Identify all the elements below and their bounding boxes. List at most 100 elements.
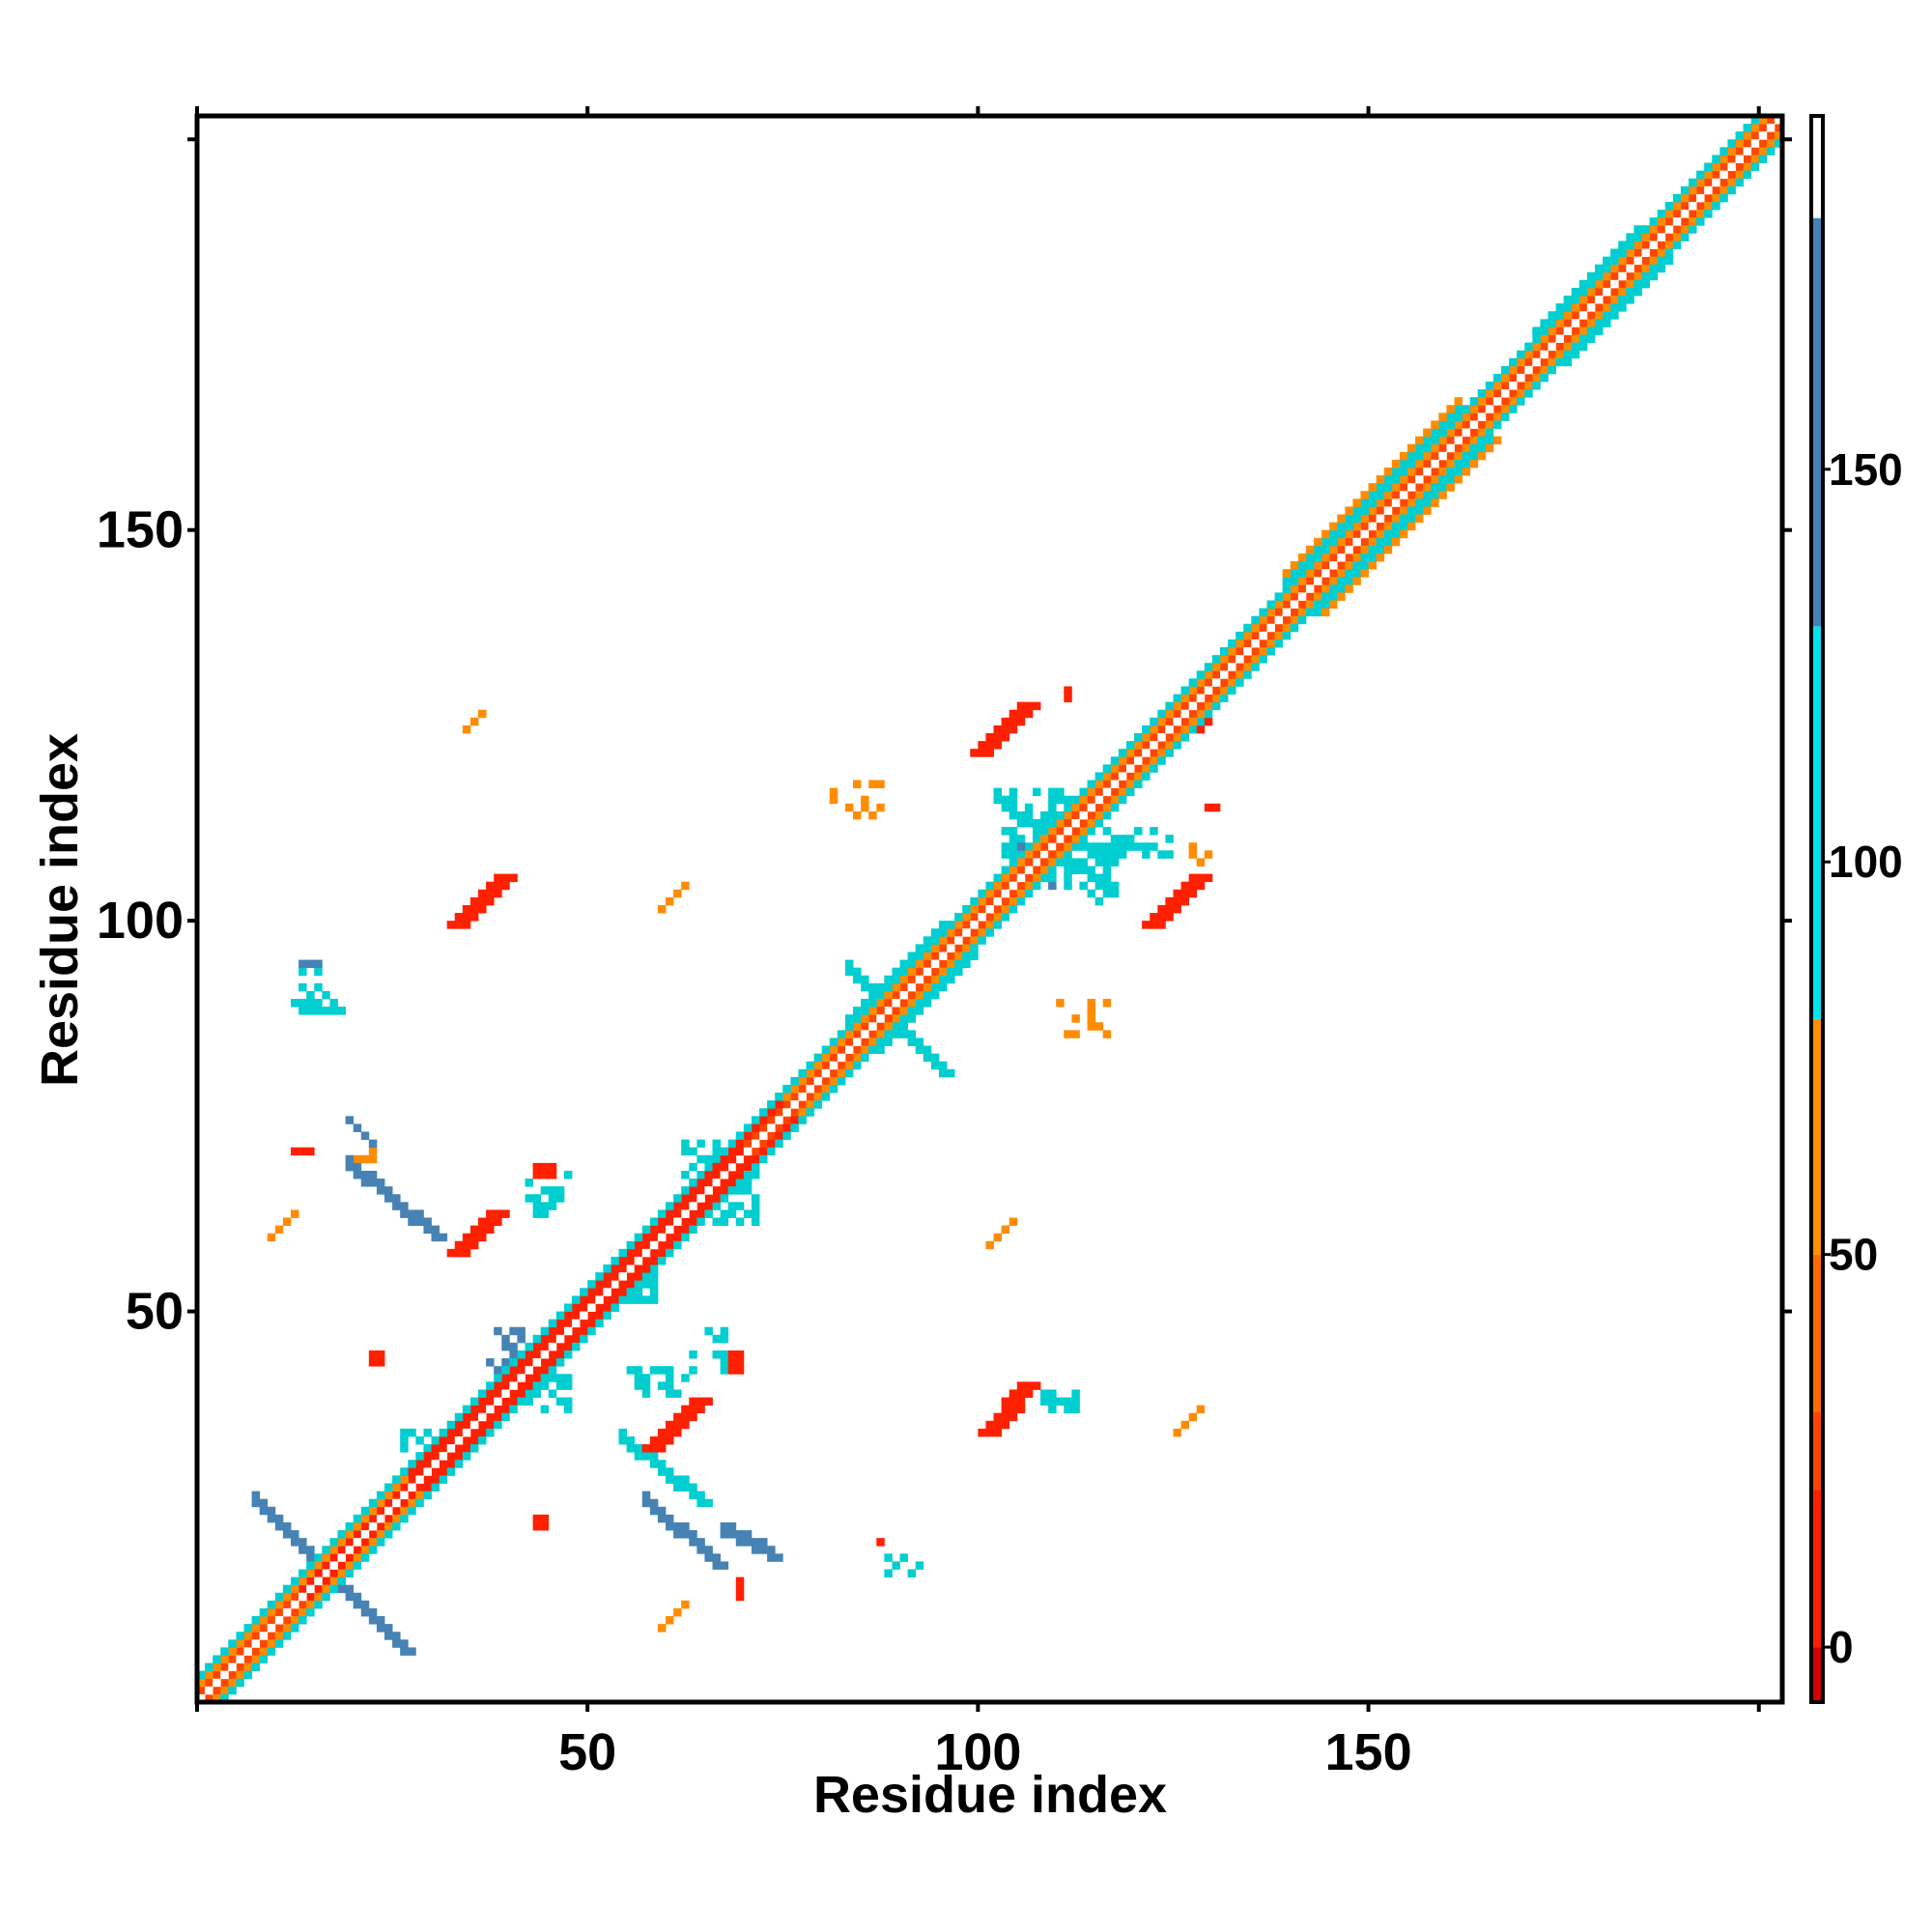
heatmap-cell — [322, 1553, 330, 1562]
heatmap-cell — [1469, 428, 1479, 438]
heatmap-cell — [1563, 296, 1573, 304]
heatmap-cell — [1634, 264, 1642, 273]
heatmap-cell — [1094, 803, 1104, 812]
heatmap-cell — [884, 1037, 893, 1046]
heatmap-cell — [759, 1108, 768, 1117]
heatmap-cell — [681, 1412, 690, 1422]
heatmap-cell — [1383, 522, 1393, 531]
heatmap-cell — [353, 1546, 362, 1554]
heatmap-cell — [1719, 155, 1728, 163]
heatmap-cell — [1540, 342, 1548, 352]
heatmap-cell — [759, 1147, 768, 1156]
heatmap-cell — [1087, 795, 1096, 805]
heatmap-cell — [1399, 467, 1408, 476]
heatmap-cell — [400, 1209, 409, 1218]
heatmap-cell — [462, 1444, 471, 1453]
heatmap-cell — [298, 982, 307, 992]
heatmap-cell — [1634, 248, 1642, 257]
heatmap-cell — [938, 952, 948, 960]
heatmap-cell — [1032, 858, 1041, 867]
heatmap-cell — [1032, 818, 1041, 828]
heatmap-cell — [743, 1179, 753, 1187]
heatmap-cell — [844, 803, 854, 812]
heatmap-cell — [1032, 701, 1041, 711]
heatmap-cell — [1071, 858, 1080, 867]
heatmap-cell — [1485, 405, 1494, 413]
heatmap-cell — [1657, 225, 1666, 234]
heatmap-cell — [751, 1131, 760, 1141]
heatmap-cell — [251, 1662, 261, 1672]
heatmap-cell — [1664, 210, 1674, 218]
heatmap-cell — [1360, 553, 1369, 562]
heatmap-cell — [548, 1170, 557, 1179]
heatmap-cell — [267, 1514, 276, 1523]
heatmap-cell — [1142, 724, 1151, 734]
heatmap-cell — [751, 1209, 760, 1218]
heatmap-cell — [1368, 491, 1378, 499]
heatmap-cell — [384, 1483, 393, 1492]
heatmap-cell — [1337, 569, 1346, 578]
heatmap-cell — [735, 1366, 745, 1375]
heatmap-cell — [1236, 678, 1244, 687]
heatmap-cell — [938, 936, 948, 945]
heatmap-cell — [649, 1264, 659, 1273]
heatmap-cell — [1360, 491, 1369, 499]
heatmap-cell — [899, 975, 909, 984]
heatmap-cell — [478, 1225, 487, 1235]
heatmap-cell — [1563, 357, 1573, 367]
heatmap-cell — [837, 1068, 846, 1078]
heatmap-cell — [486, 1225, 495, 1235]
heatmap-cell — [540, 1381, 550, 1390]
heatmap-cell — [1056, 818, 1065, 828]
heatmap-cell — [392, 1483, 401, 1492]
heatmap-cell — [563, 1397, 573, 1406]
heatmap-cell — [1383, 529, 1393, 539]
heatmap-cell — [666, 1428, 674, 1437]
heatmap-cell — [454, 1452, 464, 1461]
heatmap-cell — [446, 921, 456, 929]
heatmap-cell — [1094, 772, 1104, 781]
heatmap-cell — [1064, 1397, 1072, 1406]
heatmap-cell — [657, 1233, 667, 1242]
heatmap-cell — [1524, 357, 1533, 367]
heatmap-cell — [1750, 124, 1760, 132]
heatmap-cell — [1071, 866, 1080, 874]
heatmap-cell — [1696, 210, 1705, 218]
heatmap-cell — [1712, 193, 1720, 203]
heatmap-cell — [563, 1334, 573, 1344]
heatmap-cell — [376, 1498, 385, 1508]
heatmap-cell — [806, 1108, 815, 1117]
heatmap-cell — [345, 1592, 355, 1602]
heatmap-cell — [884, 975, 893, 984]
heatmap-cell — [767, 1108, 776, 1117]
heatmap-cell — [603, 1303, 611, 1312]
heatmap-cell — [494, 1412, 502, 1422]
heatmap-cell — [1125, 741, 1135, 750]
colorbar-bin — [1811, 626, 1823, 1019]
heatmap-cell — [1329, 545, 1338, 554]
heatmap-cell — [548, 1319, 557, 1328]
heatmap-cell — [563, 1374, 573, 1382]
heatmap-cell — [243, 1662, 252, 1672]
heatmap-cell — [1321, 569, 1330, 578]
heatmap-cell — [727, 1521, 737, 1531]
heatmap-cell — [1758, 147, 1768, 156]
heatmap-cell — [1219, 686, 1229, 695]
heatmap-cell — [228, 1670, 237, 1680]
heatmap-cell — [1438, 436, 1447, 445]
heatmap-cell — [759, 1546, 768, 1554]
heatmap-cell — [1048, 842, 1057, 851]
heatmap-cell — [322, 1584, 330, 1594]
heatmap-cell — [1165, 717, 1174, 726]
heatmap-cell — [1118, 795, 1127, 805]
heatmap-cell — [1142, 850, 1151, 859]
heatmap-cell — [1540, 319, 1548, 327]
heatmap-cell — [408, 1483, 416, 1492]
heatmap-cell — [220, 1670, 229, 1680]
heatmap-cell — [314, 1600, 323, 1609]
heatmap-cell — [595, 1295, 604, 1304]
heatmap-cell — [595, 1272, 604, 1281]
y-axis-title: Residue index — [31, 733, 89, 1087]
heatmap-cell — [641, 1225, 651, 1235]
heatmap-cell — [1071, 835, 1080, 843]
